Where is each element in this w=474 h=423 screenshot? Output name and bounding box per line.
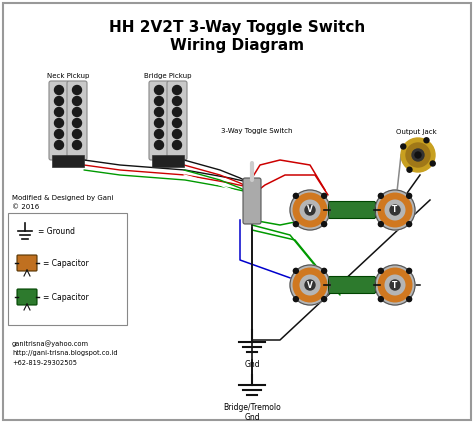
FancyBboxPatch shape <box>8 213 127 325</box>
Text: Modified & Designed by Gani: Modified & Designed by Gani <box>12 195 113 201</box>
FancyBboxPatch shape <box>17 255 37 271</box>
Circle shape <box>290 190 330 230</box>
Circle shape <box>173 85 182 94</box>
Circle shape <box>378 193 383 198</box>
Circle shape <box>375 190 415 230</box>
Text: © 2016: © 2016 <box>12 204 39 210</box>
Circle shape <box>322 193 327 198</box>
Text: +62-819-29302505: +62-819-29302505 <box>12 360 77 366</box>
Circle shape <box>424 138 429 143</box>
Circle shape <box>378 268 383 273</box>
Circle shape <box>73 118 82 127</box>
Circle shape <box>378 297 383 302</box>
FancyBboxPatch shape <box>328 277 375 294</box>
Circle shape <box>415 152 421 158</box>
FancyBboxPatch shape <box>49 81 69 160</box>
Text: Gnd: Gnd <box>244 360 260 369</box>
Circle shape <box>173 129 182 138</box>
Text: = Capacitor: = Capacitor <box>43 292 89 302</box>
Circle shape <box>155 140 164 149</box>
Text: T: T <box>392 206 398 214</box>
Circle shape <box>73 107 82 116</box>
Circle shape <box>322 268 327 273</box>
Circle shape <box>55 96 64 105</box>
Circle shape <box>155 85 164 94</box>
Bar <box>52 155 84 167</box>
Text: V: V <box>307 206 313 214</box>
Text: Output Jack: Output Jack <box>396 129 437 135</box>
Circle shape <box>293 222 298 227</box>
Circle shape <box>322 297 327 302</box>
FancyBboxPatch shape <box>17 289 37 305</box>
FancyBboxPatch shape <box>167 81 187 160</box>
Circle shape <box>155 107 164 116</box>
Circle shape <box>407 297 411 302</box>
Text: HH 2V2T 3-Way Toggle Switch: HH 2V2T 3-Way Toggle Switch <box>109 20 365 35</box>
Text: = Ground: = Ground <box>38 226 75 236</box>
Bar <box>152 155 184 167</box>
Circle shape <box>73 85 82 94</box>
Text: V: V <box>307 280 313 289</box>
Circle shape <box>430 161 435 166</box>
Circle shape <box>406 143 430 167</box>
Circle shape <box>55 140 64 149</box>
Circle shape <box>293 268 298 273</box>
Circle shape <box>173 118 182 127</box>
Circle shape <box>155 129 164 138</box>
Text: 3-Way Toggle Switch: 3-Way Toggle Switch <box>221 128 293 134</box>
FancyBboxPatch shape <box>149 81 169 160</box>
Text: Bridge/Tremolo
Gnd: Bridge/Tremolo Gnd <box>223 403 281 423</box>
FancyBboxPatch shape <box>243 178 261 224</box>
Circle shape <box>378 222 383 227</box>
Circle shape <box>55 107 64 116</box>
Text: Bridge Pickup: Bridge Pickup <box>144 73 192 79</box>
Circle shape <box>173 140 182 149</box>
Circle shape <box>55 85 64 94</box>
Circle shape <box>401 138 435 172</box>
Circle shape <box>401 144 406 149</box>
Text: T: T <box>392 280 398 289</box>
Circle shape <box>407 268 411 273</box>
Circle shape <box>155 118 164 127</box>
Circle shape <box>390 205 400 215</box>
Circle shape <box>73 96 82 105</box>
Circle shape <box>55 129 64 138</box>
Circle shape <box>293 297 298 302</box>
Circle shape <box>407 222 411 227</box>
Circle shape <box>73 129 82 138</box>
Circle shape <box>155 96 164 105</box>
Circle shape <box>173 96 182 105</box>
Circle shape <box>412 149 424 161</box>
FancyBboxPatch shape <box>328 201 375 219</box>
Circle shape <box>390 280 400 290</box>
Text: ganitrisna@yahoo.com: ganitrisna@yahoo.com <box>12 340 89 347</box>
Text: Neck Pickup: Neck Pickup <box>47 73 89 79</box>
Text: Wiring Diagram: Wiring Diagram <box>170 38 304 53</box>
Circle shape <box>322 222 327 227</box>
Circle shape <box>375 265 415 305</box>
Circle shape <box>173 107 182 116</box>
Text: http://gani-trisna.blogspot.co.id: http://gani-trisna.blogspot.co.id <box>12 350 118 356</box>
Circle shape <box>73 140 82 149</box>
Circle shape <box>305 205 315 215</box>
FancyBboxPatch shape <box>67 81 87 160</box>
Circle shape <box>55 118 64 127</box>
Text: = Capacitor: = Capacitor <box>43 258 89 267</box>
Circle shape <box>407 193 411 198</box>
Circle shape <box>407 167 412 172</box>
Circle shape <box>293 193 298 198</box>
Circle shape <box>290 265 330 305</box>
Circle shape <box>305 280 315 290</box>
